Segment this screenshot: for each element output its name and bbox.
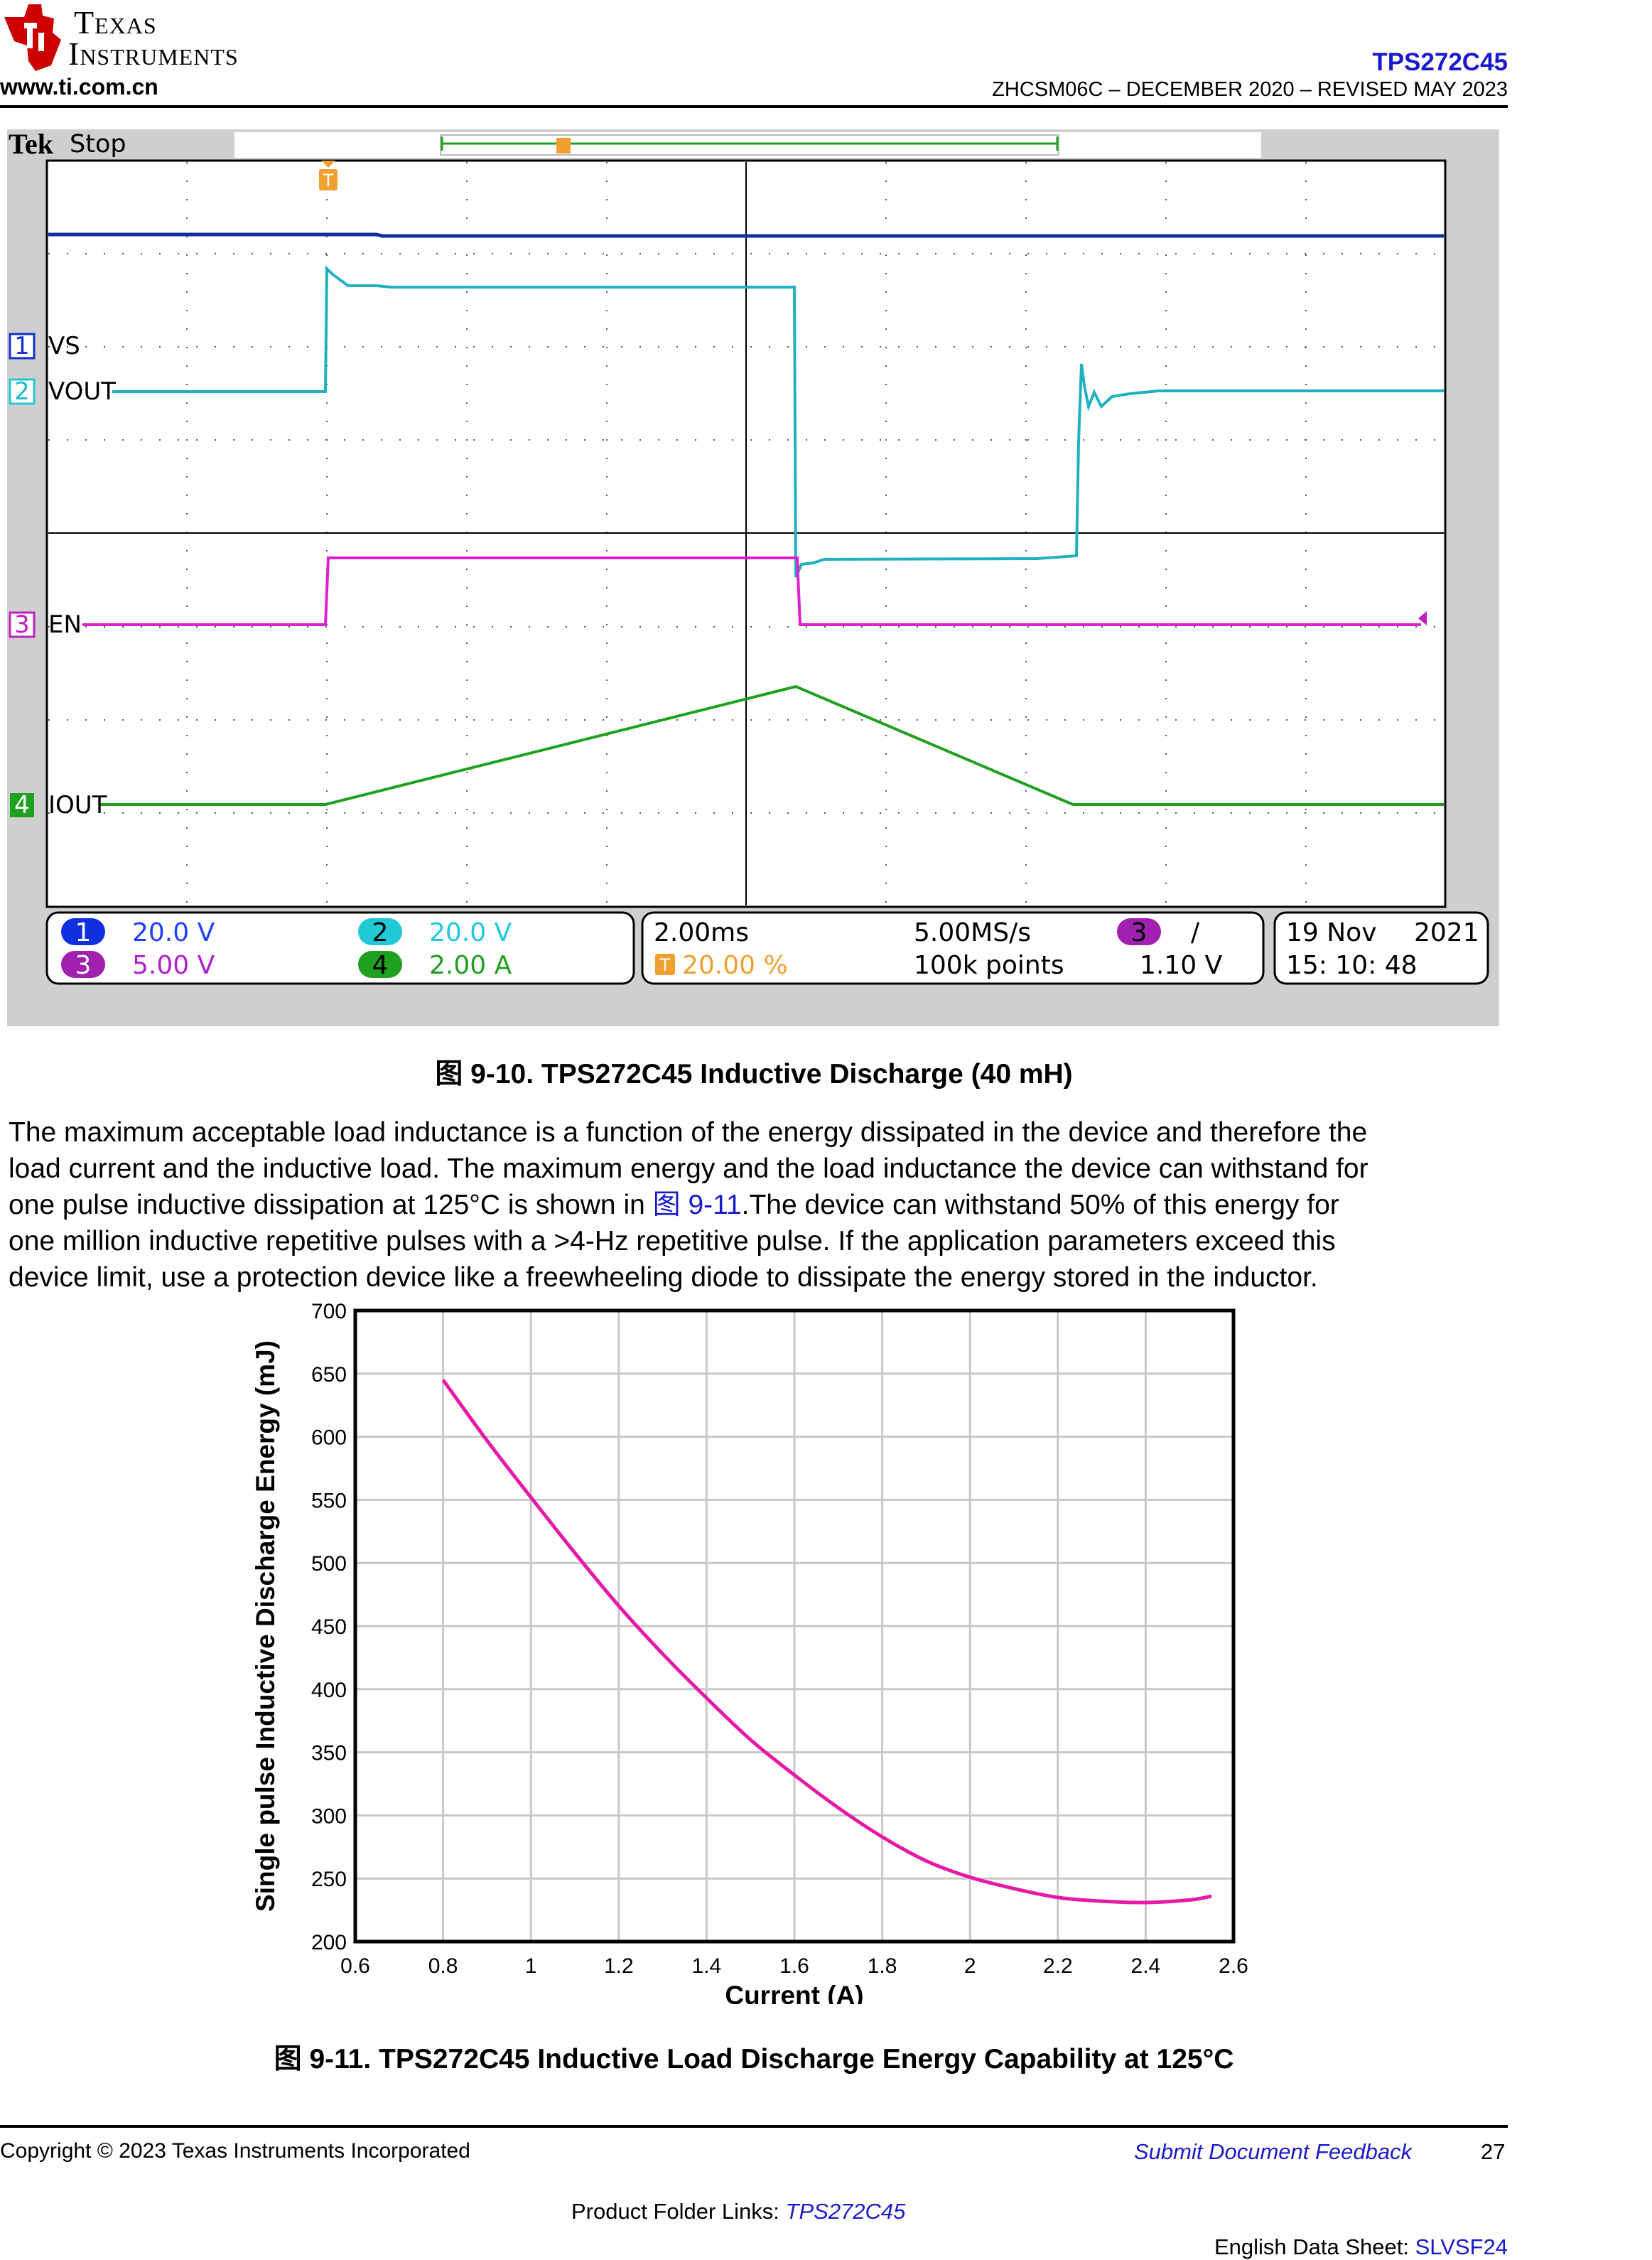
y-axis-label: Single pulse Inductive Discharge Energy … — [251, 1340, 280, 1912]
en-waveform — [82, 556, 1421, 626]
y-tick-label: 600 — [311, 1426, 347, 1450]
timebase: 2.00ms — [654, 918, 749, 947]
y-tick-label: 200 — [311, 1931, 347, 1954]
svg-text:T: T — [323, 171, 334, 190]
scope-state: Stop — [70, 130, 126, 158]
x-tick-label: 2 — [964, 1954, 976, 1978]
x-tick-label: 2.6 — [1219, 1954, 1248, 1978]
y-tick-label: 550 — [311, 1489, 347, 1512]
series-line — [441, 1379, 1212, 1905]
vout-waveform — [112, 265, 1444, 578]
acquisition-panel — [641, 911, 1265, 985]
page-number: 27 — [1481, 2139, 1506, 2164]
x-tick-label: 1.4 — [692, 1954, 722, 1978]
scope-date: 19 Nov — [1286, 918, 1377, 947]
svg-text:3: 3 — [75, 951, 92, 980]
iout-waveform — [99, 684, 1444, 806]
y-tick-label: 400 — [311, 1679, 347, 1702]
x-tick-label: 1 — [525, 1954, 537, 1978]
figure-9-11-link[interactable]: 图 9-11 — [652, 1190, 742, 1220]
y-tick-label: 250 — [311, 1868, 347, 1891]
trigger-position: 20.00 % — [682, 951, 788, 980]
channel-scale-panel — [45, 911, 635, 985]
ch3-label: EN — [48, 610, 82, 639]
ch1-label: VS — [48, 332, 80, 360]
svg-text:T: T — [659, 955, 671, 975]
svg-text:2: 2 — [372, 918, 389, 947]
svg-text:3: 3 — [14, 610, 30, 639]
ch1-scale: 20.0 V — [132, 918, 215, 947]
body-paragraph: The maximum acceptable load inductance i… — [9, 1117, 1368, 1293]
ch2-label: VOUT — [48, 377, 116, 406]
x-tick-label: 0.6 — [340, 1954, 370, 1978]
x-axis-label: Current (A) — [725, 1981, 863, 2004]
datetime-panel — [1273, 911, 1489, 985]
copyright: Copyright © 2023 Texas Instruments Incor… — [0, 2139, 470, 2163]
product-folder-links: Product Folder Links: TPS272C45 — [571, 2199, 906, 2224]
oscilloscope-screenshot: Tek Stop T — [7, 129, 1499, 1026]
y-tick-label: 450 — [311, 1615, 347, 1639]
energy-chart: 0.6 0.8 1 1.2 1.4 1.6 1.8 2 2.2 2.4 2.6 200 250 300 35… — [242, 1293, 1272, 2010]
svg-text:1: 1 — [14, 332, 30, 360]
y-tick-label: 350 — [311, 1742, 347, 1765]
oscilloscope-display: Tek Stop T — [9, 129, 1489, 985]
footer-rule — [0, 2125, 1508, 2128]
part-number-link[interactable]: TPS272C45 — [1372, 48, 1508, 76]
ti-logo[interactable] — [0, 1, 298, 80]
x-tick-label: 2.2 — [1043, 1954, 1073, 1978]
svg-text:1: 1 — [75, 918, 92, 947]
trigger-position-marker — [319, 169, 338, 190]
scope-brand: Tek — [9, 129, 54, 160]
english-data-sheet-link[interactable]: SLVSF24 — [1415, 2234, 1508, 2259]
english-data-sheet: English Data Sheet: SLVSF24 — [1214, 2234, 1508, 2259]
svg-text:3: 3 — [1131, 918, 1148, 947]
header-rule — [0, 105, 1508, 108]
product-folder-link[interactable]: TPS272C45 — [785, 2199, 906, 2224]
ti-wordmark: Texas Instruments — [68, 4, 239, 72]
record-length: 100k points — [914, 951, 1064, 980]
energy-chart-svg: 0.6 0.8 1 1.2 1.4 1.6 1.8 2 2.2 2.4 2.6 200 250 300 35… — [251, 1300, 1248, 2010]
plot-frame — [353, 1308, 1236, 1944]
x-tick-label: 1.2 — [604, 1954, 634, 1978]
record-trigger-marker — [556, 138, 571, 154]
y-tick-label: 700 — [311, 1300, 347, 1323]
submit-feedback-link[interactable]: Submit Document Feedback — [1134, 2139, 1413, 2164]
figure-9-10-caption: 图 9-10. TPS272C45 Inductive Discharge (4… — [435, 1059, 1073, 1089]
ti-logo-icon — [4, 4, 61, 71]
scope-time: 15: 10: 48 — [1286, 951, 1418, 980]
x-tick-label: 0.8 — [428, 1954, 458, 1978]
trigger-level: 1.10 V — [1140, 951, 1223, 980]
scope-year: 2021 — [1414, 918, 1479, 947]
ch2-scale: 20.0 V — [429, 918, 512, 947]
svg-text:4: 4 — [14, 791, 30, 819]
figure-9-11-caption: 图 9-11. TPS272C45 Inductive Load Dischar… — [274, 2044, 1234, 2075]
document-info: ZHCSM06C – DECEMBER 2020 – REVISED MAY 2… — [992, 78, 1508, 101]
ch4-label: IOUT — [48, 791, 107, 819]
sample-rate: 5.00MS/s — [914, 918, 1031, 947]
svg-text:4: 4 — [372, 951, 389, 980]
x-tick-label: 1.6 — [779, 1954, 809, 1978]
trigger-slope: ∕ — [1191, 918, 1200, 947]
ch4-scale: 2.00 A — [429, 951, 512, 980]
x-tick-label: 1.8 — [868, 1954, 897, 1978]
svg-text:2: 2 — [14, 377, 30, 406]
y-tick-label: 650 — [311, 1363, 347, 1387]
website-link[interactable]: www.ti.com.cn — [0, 74, 158, 99]
x-tick-label: 2.4 — [1131, 1954, 1161, 1978]
y-tick-label: 300 — [311, 1804, 347, 1828]
vs-waveform — [48, 232, 1444, 238]
y-tick-label: 500 — [311, 1552, 347, 1576]
ch3-scale: 5.00 V — [132, 951, 215, 980]
